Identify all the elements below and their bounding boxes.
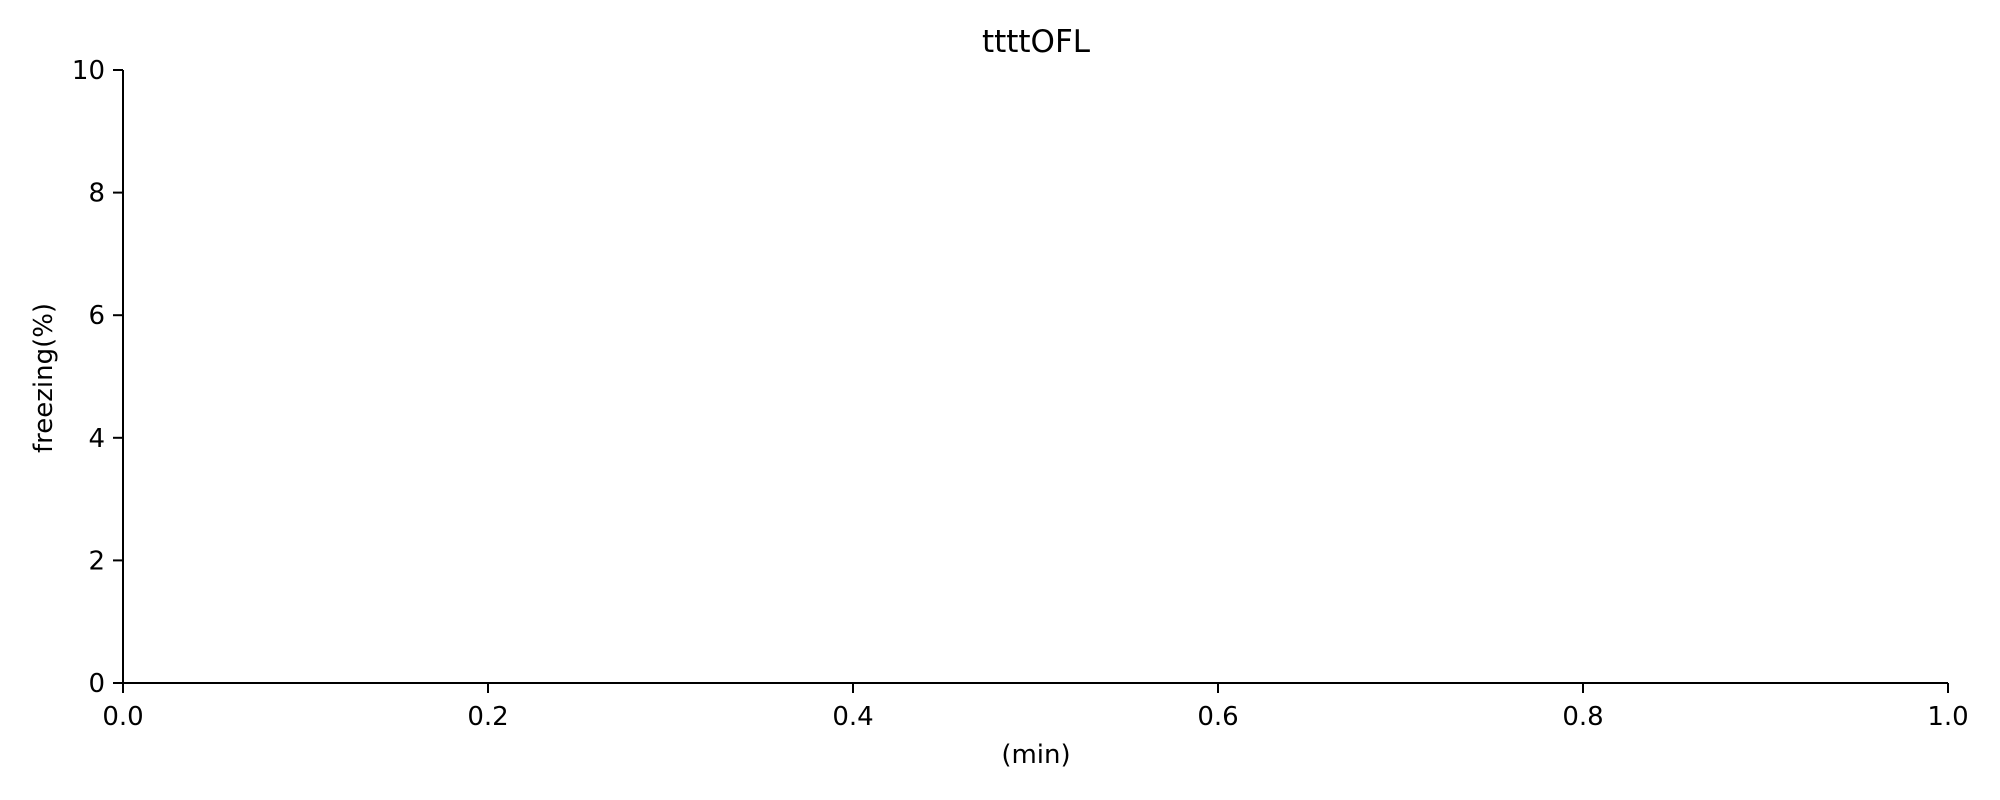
x-axis-ticks: 0.0 0.2 0.4 0.6 0.8 1.0 xyxy=(102,683,1969,732)
y-tick-label: 0 xyxy=(88,669,105,699)
y-tick-label: 8 xyxy=(88,179,105,209)
y-axis-label: freezing(%) xyxy=(29,303,59,453)
x-tick-label: 0.2 xyxy=(467,702,508,732)
y-tick-label: 2 xyxy=(88,546,105,576)
y-axis-ticks: 0 2 4 6 8 10 xyxy=(72,56,123,699)
y-tick-label: 6 xyxy=(88,301,105,331)
chart-title: ttttOFL xyxy=(982,24,1091,60)
x-tick-label: 0.8 xyxy=(1562,702,1603,732)
x-tick-label: 0.6 xyxy=(1197,702,1238,732)
y-tick-label: 10 xyxy=(72,56,105,86)
x-axis-label: (min) xyxy=(1001,740,1070,770)
plot-area xyxy=(122,70,1948,684)
x-tick-label: 1.0 xyxy=(1927,702,1968,732)
x-tick-label: 0.0 xyxy=(102,702,143,732)
y-tick-label: 4 xyxy=(88,424,105,454)
x-tick-label: 0.4 xyxy=(832,702,873,732)
